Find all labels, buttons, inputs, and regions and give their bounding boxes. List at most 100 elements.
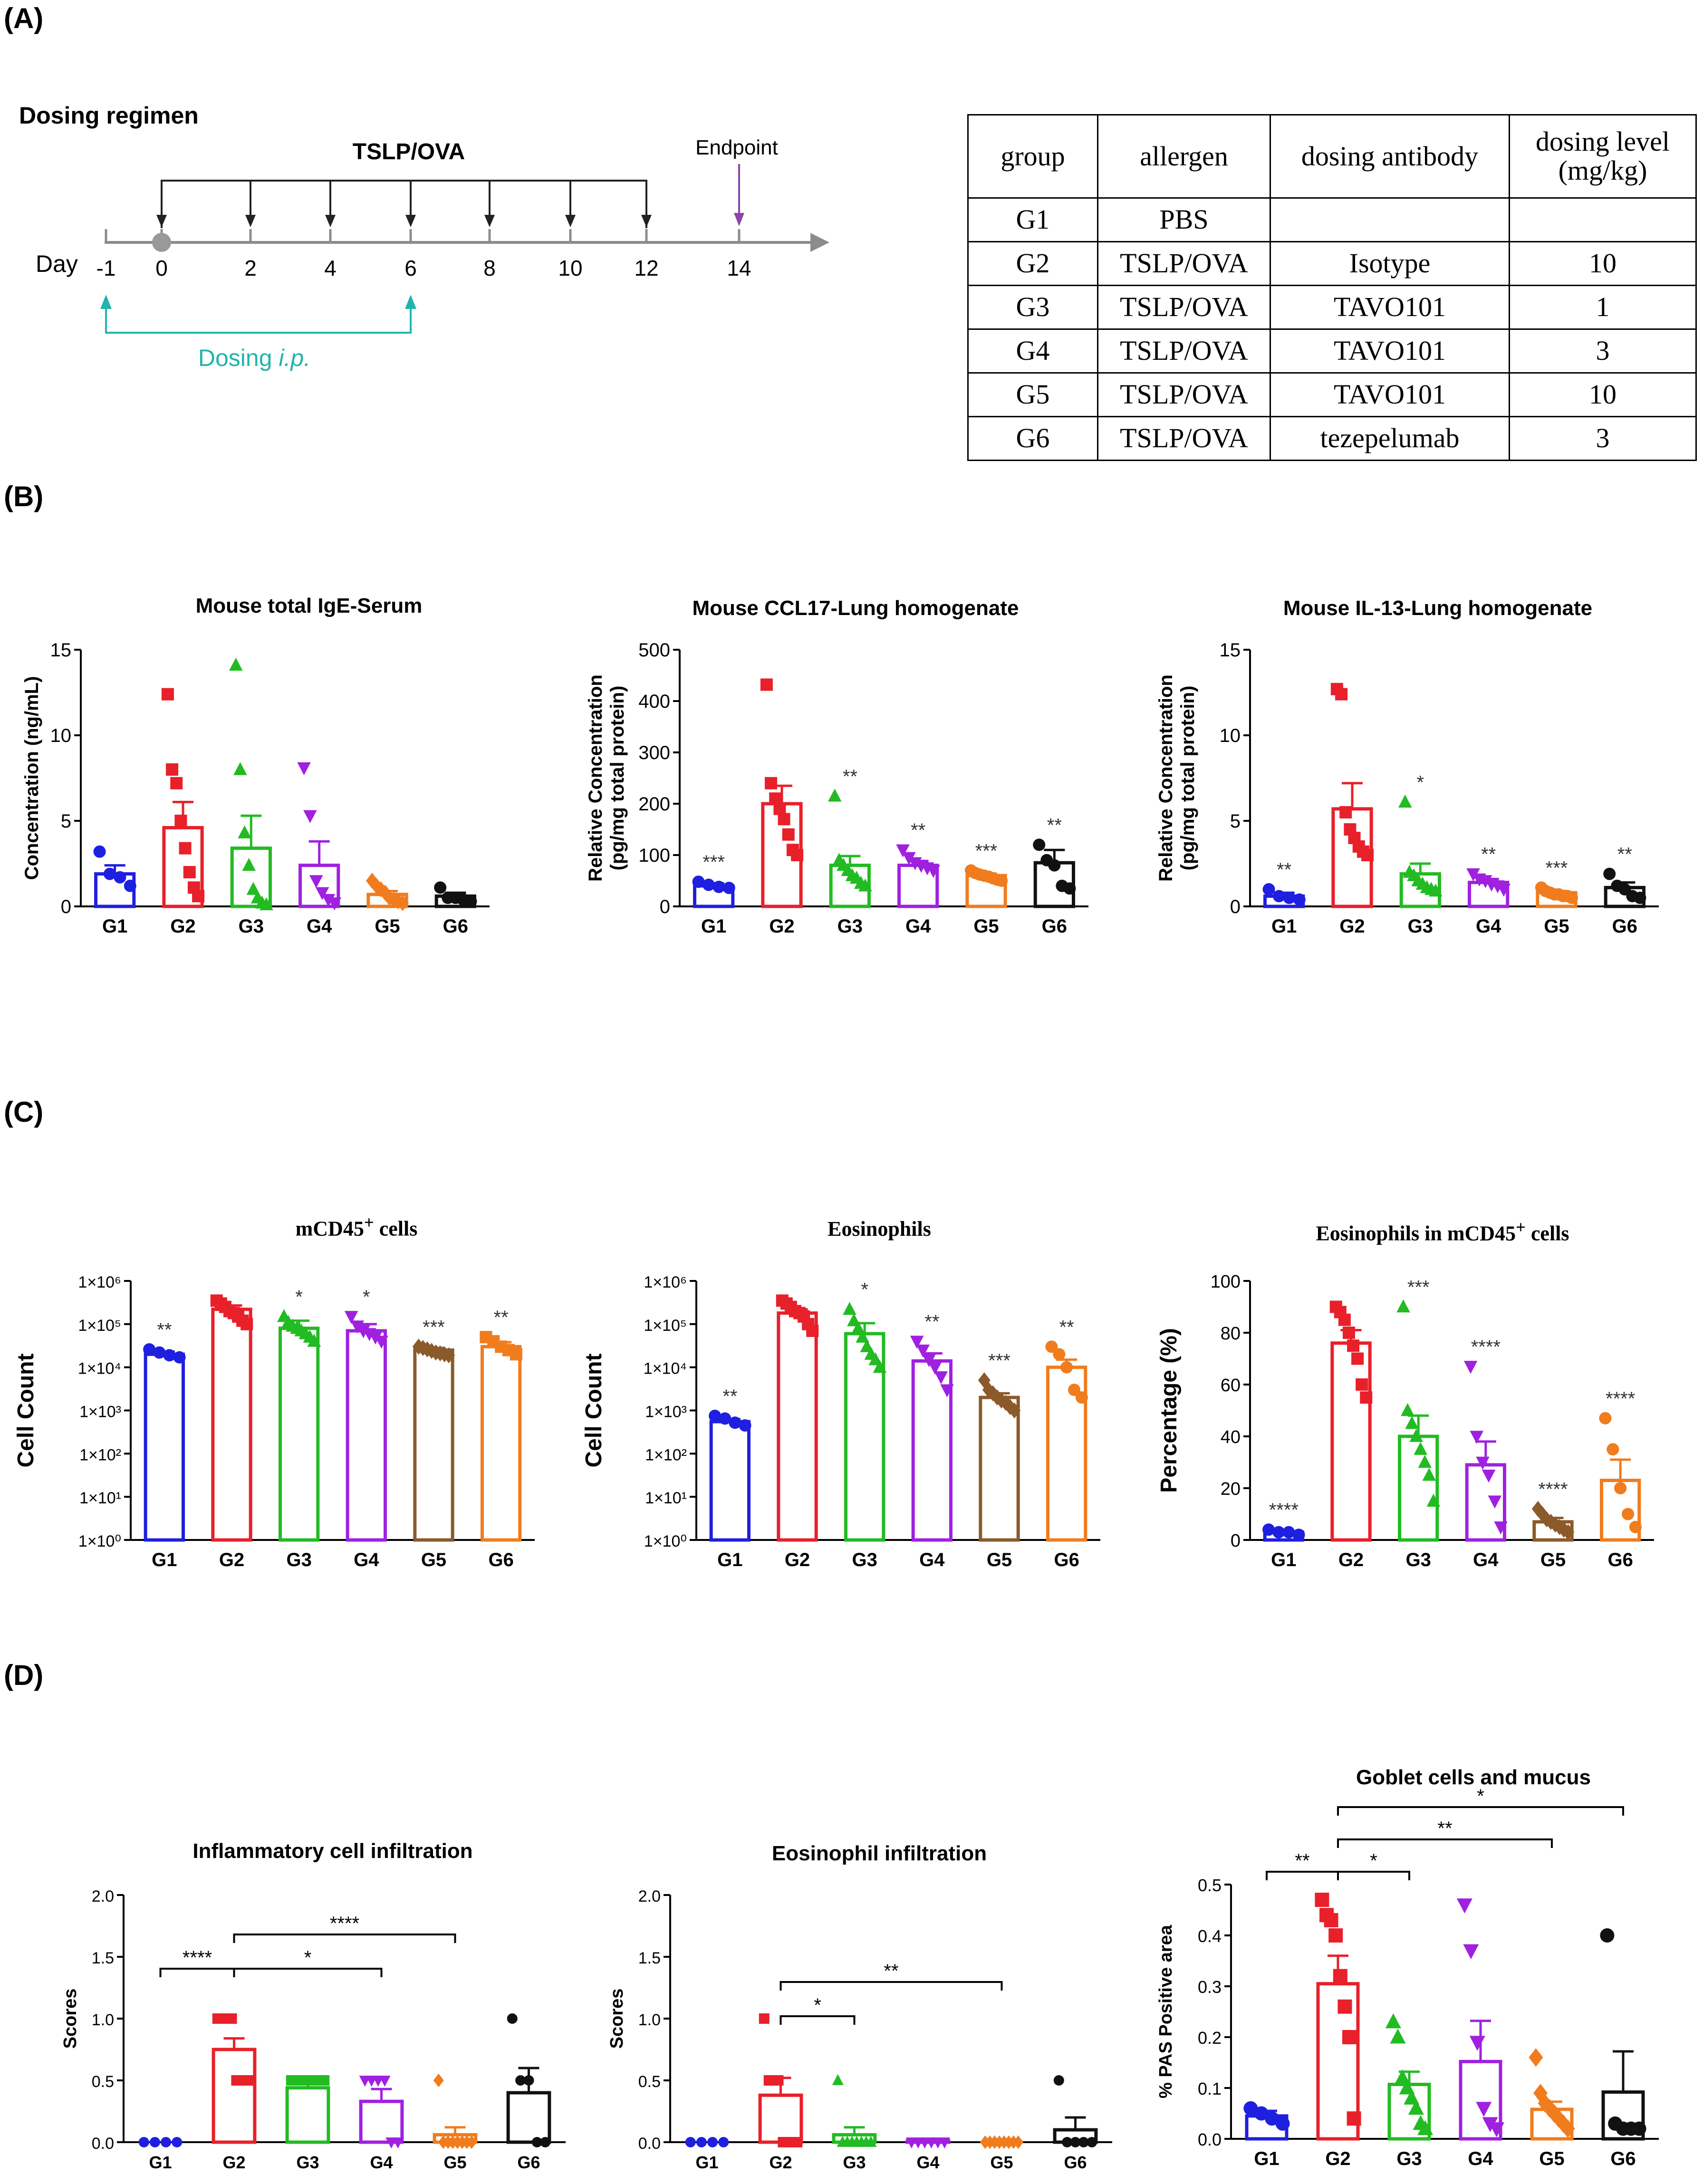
data-point xyxy=(1283,892,1296,904)
significance-label: ** xyxy=(1617,844,1632,865)
data-point xyxy=(1560,2119,1575,2138)
data-point xyxy=(1262,1523,1275,1536)
data-point xyxy=(718,2137,729,2147)
data-point xyxy=(1456,1898,1472,1914)
comparison-bracket xyxy=(1337,1871,1410,1880)
bar xyxy=(1601,2090,1645,2141)
data-point xyxy=(1417,2120,1434,2136)
comparison-label: ** xyxy=(1437,1818,1452,1839)
x-tick-label: G5 xyxy=(1540,1549,1566,1570)
data-point xyxy=(1292,1529,1305,1541)
data-point xyxy=(303,810,317,823)
regimen-title: Dosing regimen xyxy=(19,102,199,129)
data-point xyxy=(1553,1519,1566,1535)
significance-label: ** xyxy=(1277,859,1291,880)
treatment-arrowhead xyxy=(405,215,416,227)
data-point xyxy=(1476,2102,1492,2117)
data-point xyxy=(1544,1513,1557,1530)
data-point xyxy=(739,1419,751,1432)
table-cell: TSLP/OVA xyxy=(1097,241,1271,286)
y-axis-label: % PAS Positive area xyxy=(1156,1924,1176,2098)
data-point xyxy=(1405,1416,1419,1429)
x-tick-label: G4 xyxy=(1473,1549,1499,1570)
data-point xyxy=(934,1371,948,1385)
bar xyxy=(162,826,204,908)
y-tick-label: 1×10⁴ xyxy=(78,1360,121,1378)
chart-ccl17: 0 100 200 300 400 500 Relative Concentration(p… xyxy=(585,640,1088,937)
data-point xyxy=(991,1389,1003,1406)
data-point xyxy=(843,1302,856,1315)
data-point xyxy=(858,878,872,892)
significance-label: * xyxy=(861,1280,868,1300)
endpoint-arrowhead xyxy=(734,213,744,226)
significance-label: *** xyxy=(988,1350,1010,1371)
data-point xyxy=(362,1328,376,1341)
regimen-treatment-label: TSLP/OVA xyxy=(353,139,465,164)
x-tick-label: G1 xyxy=(149,2153,172,2172)
data-point xyxy=(1466,868,1480,882)
data-point xyxy=(719,1412,731,1425)
y-tick-label: 200 xyxy=(638,794,670,815)
y-axis-label-line: Relative Concentration xyxy=(585,674,606,882)
y-tick-label: 0.0 xyxy=(638,2135,661,2153)
x-tick-label: G6 xyxy=(517,2153,540,2172)
x-tick-label: G3 xyxy=(1408,916,1433,937)
data-point xyxy=(379,885,392,901)
table-header-antibody: dosing antibody xyxy=(1270,114,1510,199)
data-point xyxy=(1053,1348,1066,1361)
table-cell: PBS xyxy=(1097,197,1271,242)
timeline-day-label: 10 xyxy=(558,256,582,280)
chart-goblet: 0.0 0.1 0.2 0.3 0.4 0.5 % PAS Positive area G1 G… xyxy=(1156,1787,1659,2169)
data-point xyxy=(1547,2104,1561,2123)
chart-title-eos-infiltration: Eosinophil infiltration xyxy=(771,1842,987,1865)
x-tick-label: G6 xyxy=(1612,916,1637,937)
significance-label: ** xyxy=(843,766,857,787)
data-point xyxy=(1429,884,1443,897)
x-tick-label: G1 xyxy=(1271,1549,1296,1570)
x-tick-label: G4 xyxy=(307,916,332,937)
table-cell: Isotype xyxy=(1270,241,1510,286)
data-point xyxy=(765,777,778,789)
x-tick-label: G6 xyxy=(1054,1549,1079,1570)
regimen-dosing-label: Dosing i.p. xyxy=(198,345,310,371)
significance-label: * xyxy=(1417,772,1424,793)
data-point xyxy=(170,777,183,789)
chart-title-cd45: mCD45+ cells xyxy=(295,1212,418,1241)
y-tick-label: 0.3 xyxy=(1198,1977,1222,1997)
table-cell: TSLP/OVA xyxy=(1097,285,1271,330)
data-point xyxy=(1062,2137,1073,2147)
data-point xyxy=(1347,2111,1361,2126)
data-point xyxy=(1558,1521,1570,1538)
data-point xyxy=(1087,2137,1097,2147)
panel-label-b: (B) xyxy=(4,481,44,512)
chart-title-goblet: Goblet cells and mucus xyxy=(1356,1766,1591,1789)
data-point xyxy=(433,2073,444,2088)
y-tick-label: 0.2 xyxy=(1198,2028,1222,2048)
x-tick-label: G1 xyxy=(1271,916,1297,937)
treatment-bracket xyxy=(161,180,647,228)
data-point xyxy=(1254,2106,1269,2121)
y-tick-label: 10 xyxy=(1220,725,1241,746)
data-point xyxy=(161,2137,172,2147)
y-tick-label: 0.5 xyxy=(92,2073,114,2091)
data-point xyxy=(238,825,251,838)
data-point xyxy=(1243,2101,1258,2116)
y-axis-label: Cell Count xyxy=(13,1354,38,1468)
data-point xyxy=(173,1351,186,1364)
data-point xyxy=(1315,1893,1329,1907)
data-point xyxy=(1414,1442,1427,1455)
data-point xyxy=(192,890,205,903)
data-point xyxy=(1337,1999,1352,2014)
comparison-bracket xyxy=(1337,1806,1624,1816)
x-tick-label: G4 xyxy=(905,916,931,937)
y-tick-label: 400 xyxy=(638,691,670,712)
data-point xyxy=(124,879,136,892)
y-tick-label: 1.0 xyxy=(638,2011,661,2029)
panel-label-c: (C) xyxy=(4,1096,44,1128)
treatment-arrowhead xyxy=(245,215,256,227)
data-point xyxy=(515,2075,526,2086)
data-point xyxy=(183,866,196,878)
y-tick-label: 1×10³ xyxy=(79,1403,121,1421)
data-point xyxy=(910,1336,924,1349)
